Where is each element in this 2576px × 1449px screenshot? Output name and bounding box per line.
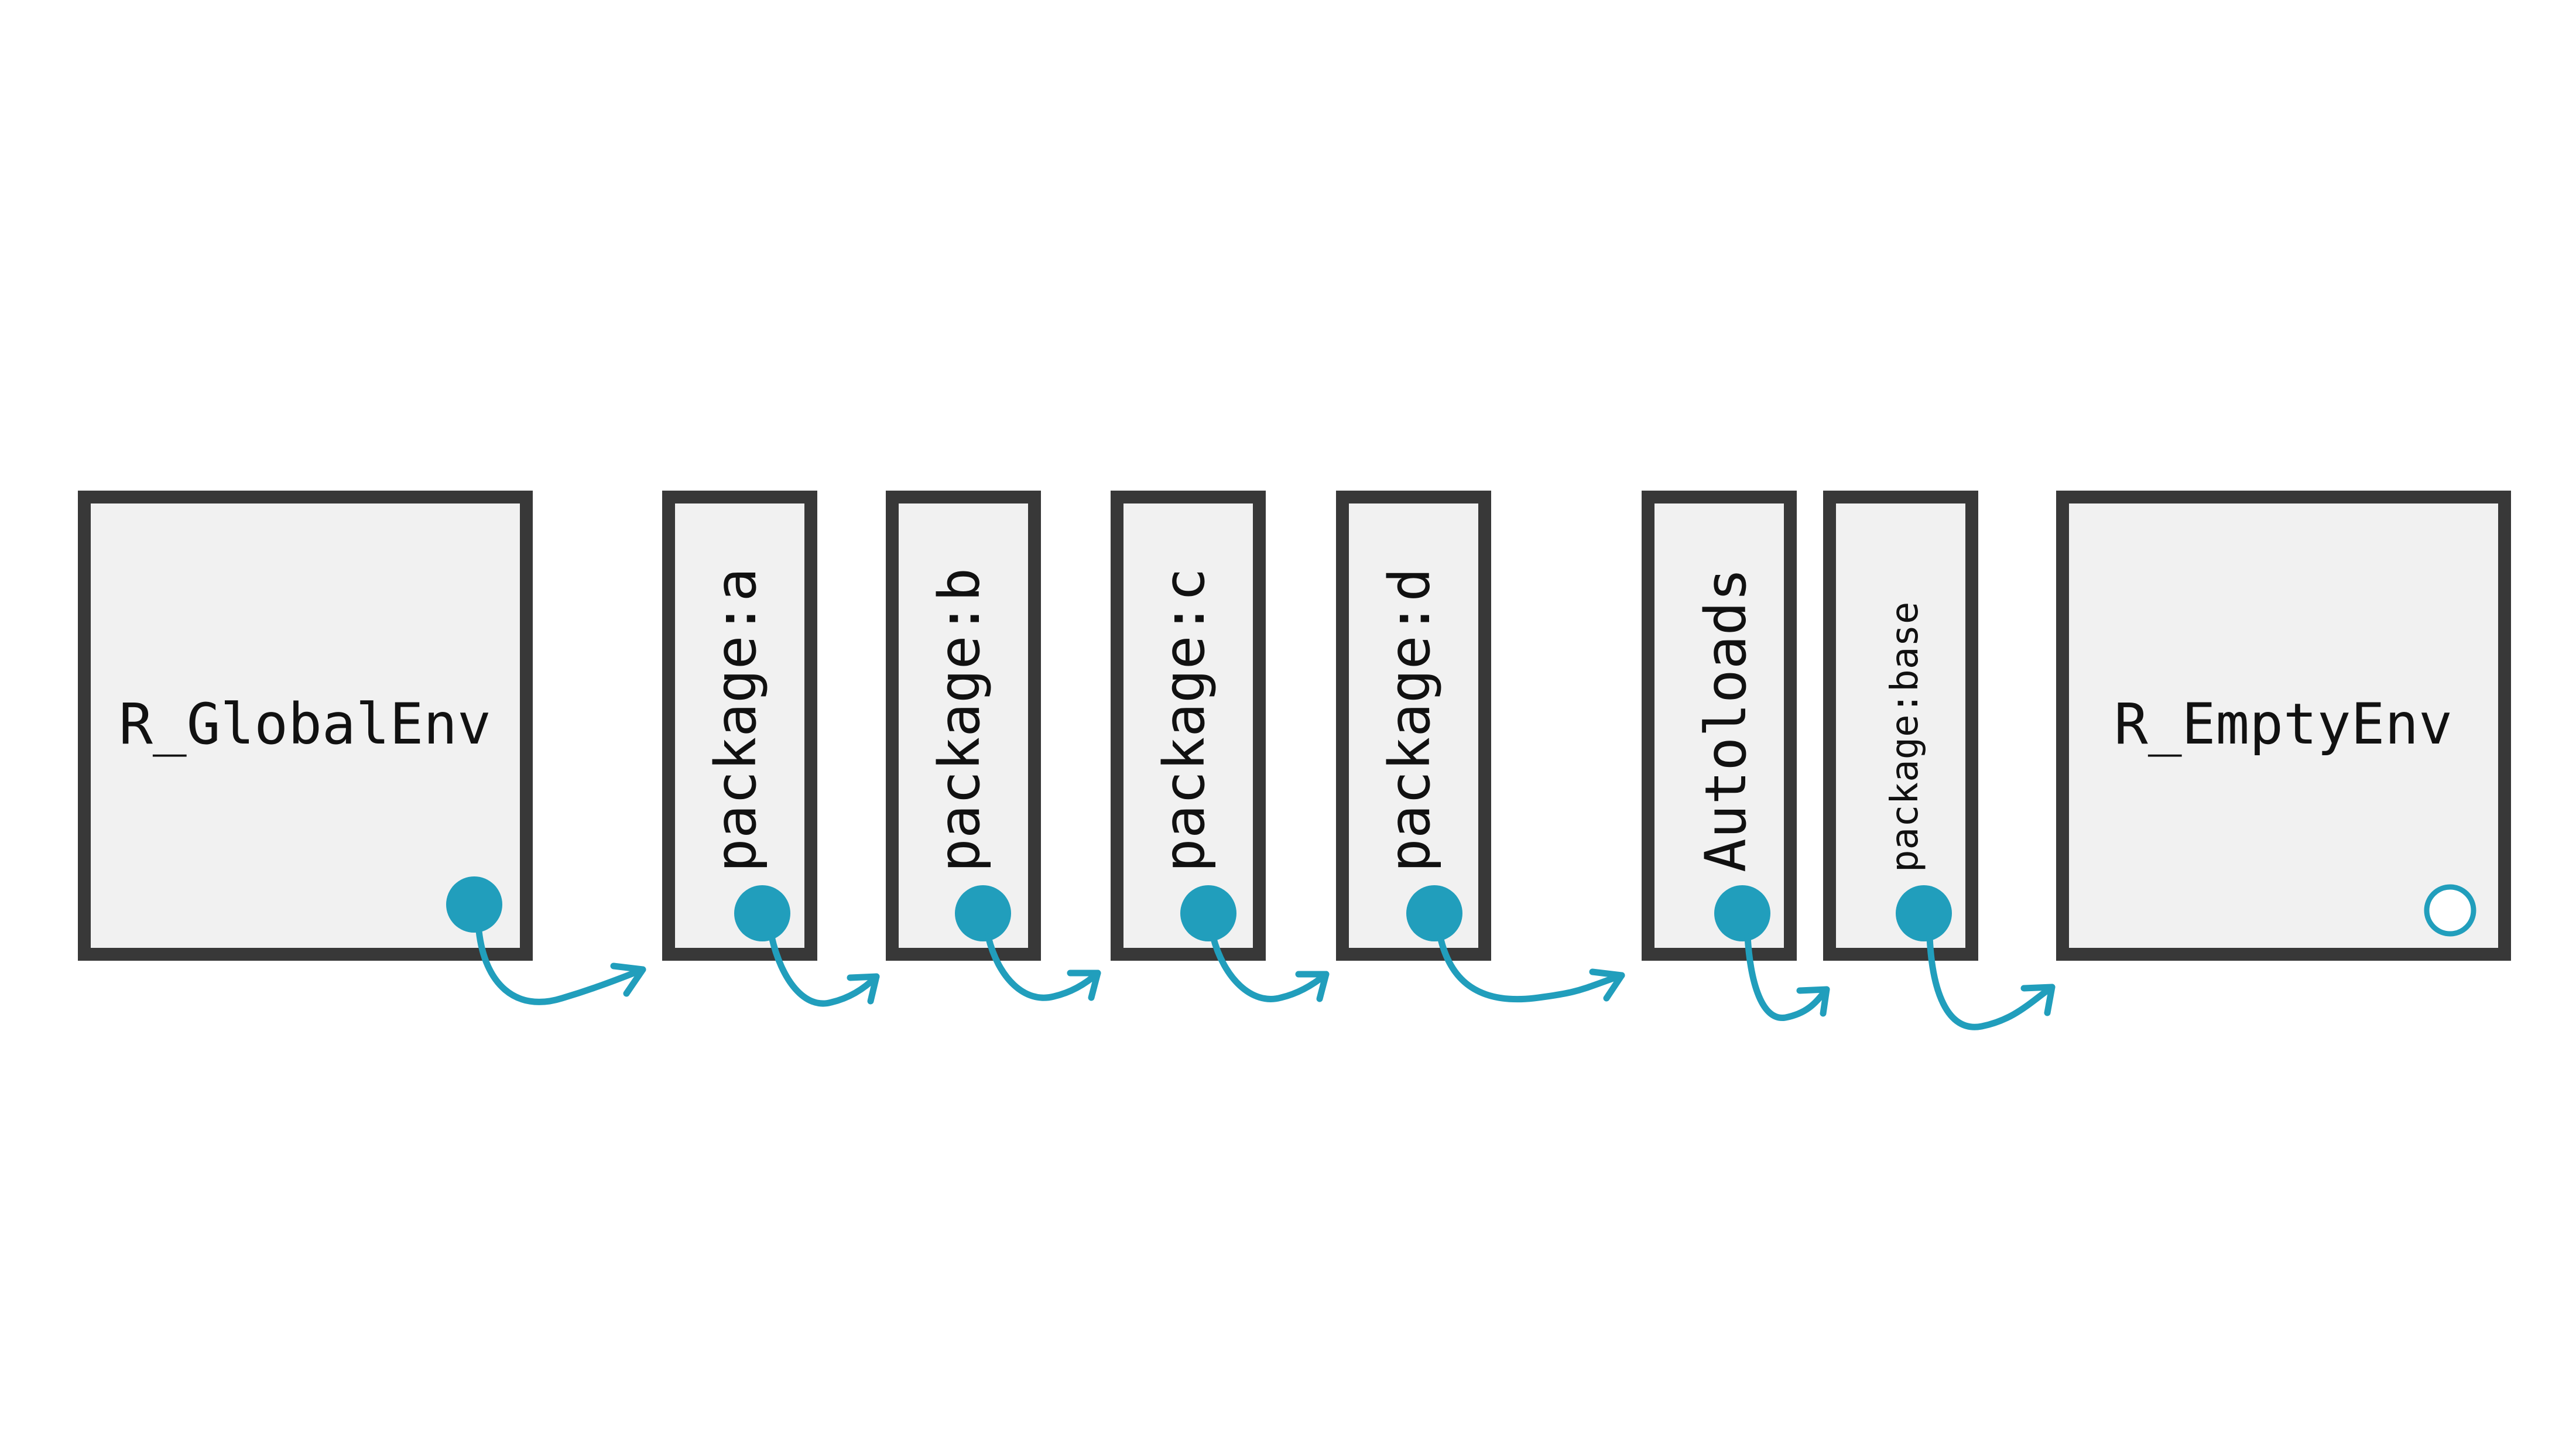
env-box-empty: R_EmptyEnv (2056, 491, 2511, 961)
env-label-package-d: package:d (1377, 568, 1443, 872)
env-box-autoloads: Autoloads (1642, 491, 1797, 961)
parent-link-autoloads-to-package-base (1744, 933, 1830, 1021)
env-box-global: R_GlobalEnv (78, 491, 533, 961)
env-label-global: R_GlobalEnv (119, 691, 491, 757)
parent-link-package-c-to-package-d (1210, 933, 1330, 1002)
env-label-package-a: package:a (703, 568, 769, 872)
parent-link-package-d-to-autoloads (1437, 933, 1625, 1003)
parent-dot-package-base (1896, 885, 1952, 941)
parent-link-global-to-package-a (475, 927, 646, 1005)
parent-dot-package-a (734, 885, 790, 941)
parent-dot-package-c (1180, 885, 1236, 941)
parent-dot-global (446, 876, 502, 933)
env-label-package-base: package:base (1883, 602, 1927, 872)
parent-link-package-base-to-empty (1926, 933, 2056, 1030)
env-box-package-b: package:b (886, 491, 1041, 961)
parent-dot-package-d (1406, 885, 1462, 941)
env-box-package-base: package:base (1823, 491, 1978, 961)
env-box-package-a: package:a (662, 491, 817, 961)
env-box-package-c: package:c (1111, 491, 1266, 961)
env-label-autoloads: Autoloads (1693, 568, 1759, 872)
parent-link-package-a-to-package-b (768, 933, 880, 1007)
env-label-package-c: package:c (1152, 568, 1217, 872)
env-label-package-b: package:b (927, 568, 992, 872)
empty-parent-marker (2424, 884, 2476, 937)
parent-dot-package-b (955, 885, 1011, 941)
env-label-empty: R_EmptyEnv (2114, 691, 2452, 757)
parent-link-package-b-to-package-c (985, 933, 1101, 1001)
parent-dot-autoloads (1714, 885, 1770, 941)
env-box-package-d: package:d (1336, 491, 1491, 961)
